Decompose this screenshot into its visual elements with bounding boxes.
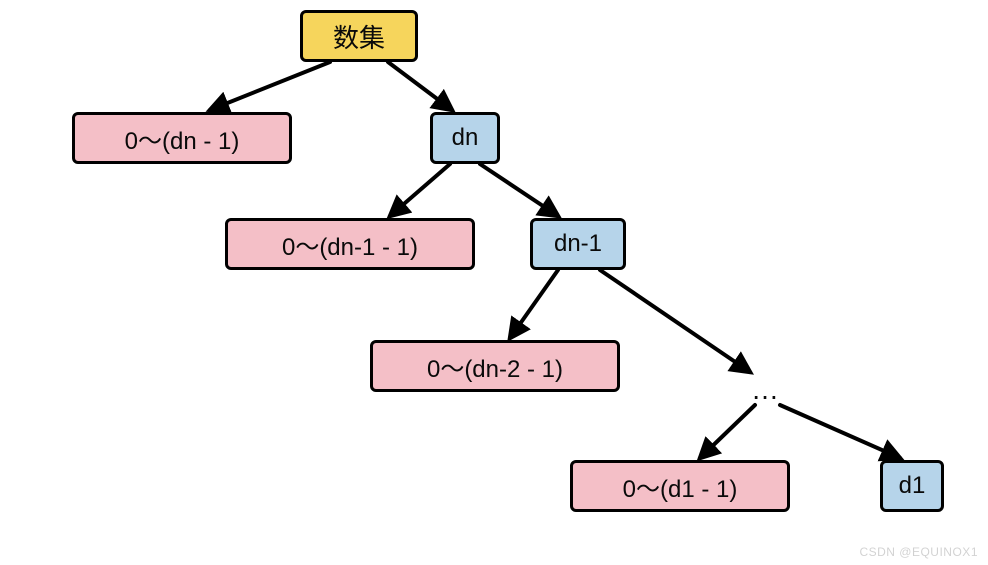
- range-label: 0～(d1 - 1): [623, 469, 738, 504]
- range-node-dn: 0～(dn - 1): [72, 112, 292, 164]
- edge-dots-to-b3: [780, 405, 900, 458]
- edge-b0-to-p1: [390, 164, 450, 216]
- range-label: 0～(dn - 1): [125, 121, 240, 156]
- edge-b1-to-dots: [600, 270, 750, 372]
- edge-b1-to-p2: [510, 270, 558, 338]
- digit-label: dn-1: [554, 230, 602, 258]
- range-label: 0～(dn-1 - 1): [282, 227, 418, 262]
- diagram-stage: 数集 0～(dn - 1) dn 0～(dn-1 - 1) dn-1 0～(dn…: [0, 0, 988, 565]
- digit-label: dn: [452, 124, 479, 152]
- digit-node-d1: d1: [880, 460, 944, 512]
- watermark-text: CSDN @EQUINOX1: [859, 545, 978, 559]
- root-label: 数集: [333, 18, 385, 55]
- edges-layer: [0, 0, 988, 565]
- range-label: 0～(dn-2 - 1): [427, 349, 563, 384]
- ellipsis-node: …: [740, 375, 790, 405]
- ellipsis-label: …: [751, 374, 779, 406]
- edge-b0-to-b1: [480, 164, 558, 216]
- edge-root-to-p0: [210, 62, 330, 110]
- edge-dots-to-p3: [700, 405, 755, 458]
- digit-node-dn: dn: [430, 112, 500, 164]
- range-node-d1: 0～(d1 - 1): [570, 460, 790, 512]
- range-node-dn-2: 0～(dn-2 - 1): [370, 340, 620, 392]
- digit-label: d1: [899, 472, 926, 500]
- root-node: 数集: [300, 10, 418, 62]
- range-node-dn-1: 0～(dn-1 - 1): [225, 218, 475, 270]
- digit-node-dn-1: dn-1: [530, 218, 626, 270]
- edge-root-to-b0: [388, 62, 452, 110]
